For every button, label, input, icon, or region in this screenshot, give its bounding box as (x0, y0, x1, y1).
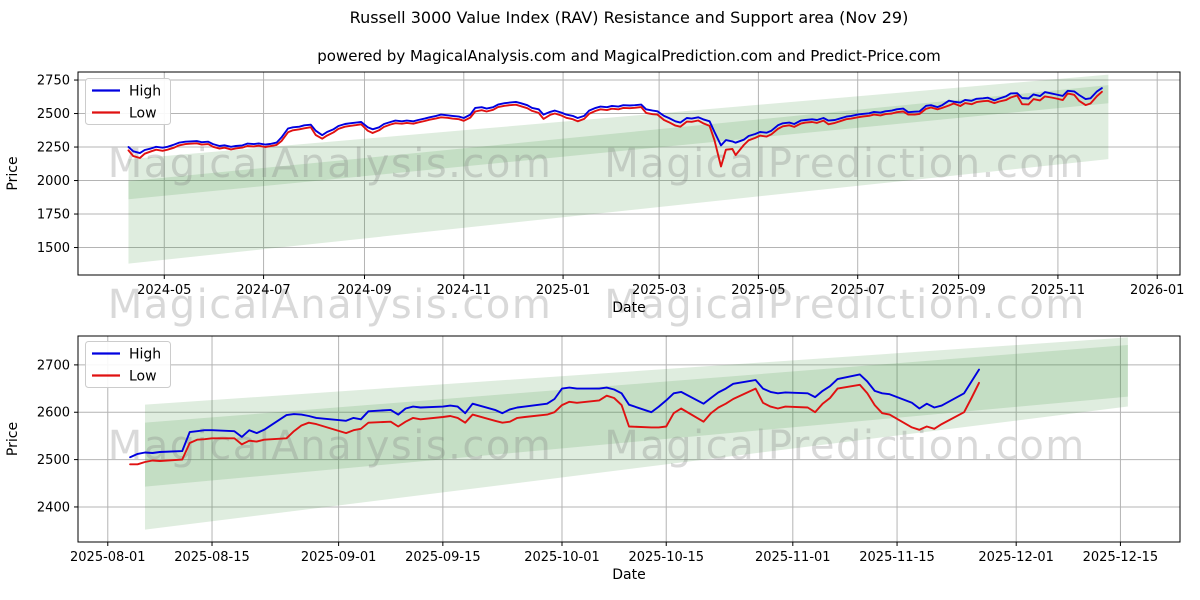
x-tick-label: 2026-01 (1130, 283, 1184, 298)
x-tick-label: 2025-10-01 (524, 550, 600, 565)
legend-high-label: High (129, 347, 161, 363)
low-line (129, 381, 980, 466)
watermark-prediction: MagicalPrediction.com (604, 141, 1086, 187)
legend-low-label: Low (129, 106, 157, 122)
full-history-chart-back (78, 72, 1180, 275)
x-tick-label: 2024-05 (137, 283, 191, 298)
y-tick-label: 1500 (37, 241, 70, 256)
watermark-analysis: MagicalAnalysis.com (108, 423, 553, 469)
x-tick-label: 2025-11-15 (859, 550, 935, 565)
high-line (127, 87, 1103, 155)
plot-border (77, 335, 1181, 543)
x-tick-label: 2025-10-15 (628, 550, 704, 565)
x-tick-label: 2025-12-15 (1083, 550, 1159, 565)
watermark-layer: MagicalAnalysis.com MagicalPrediction.com… (108, 141, 1086, 469)
x-tick-label: 2025-08-15 (174, 550, 250, 565)
x-tick-label: 2025-08-01 (70, 550, 146, 565)
background-layer (78, 72, 1180, 542)
x-tick-label: 2024-09 (337, 283, 391, 298)
x-tick-label: 2024-11 (437, 283, 491, 298)
watermark-analysis: MagicalAnalysis.com (108, 282, 553, 328)
x-tick-label: 2025-07 (831, 283, 885, 298)
x-tick-label: 2025-05 (731, 283, 785, 298)
legend-high-label: High (129, 84, 161, 100)
foreground-layer: 1500 1750 2000 2250 2500 2750 2024-05 2024-07 20… (5, 71, 1184, 583)
x-tick-label: 2025-11 (1031, 283, 1085, 298)
recent-detail-chart-back (78, 336, 1180, 542)
plot-border (77, 71, 1181, 276)
legend-low-label: Low (129, 369, 157, 385)
y-tick-label: 2400 (37, 500, 70, 515)
y-tick-label: 2700 (37, 358, 70, 373)
watermark-analysis: MagicalAnalysis.com (108, 141, 553, 187)
y-axis-label: Price (5, 156, 21, 190)
resistance-area-band (128, 74, 1109, 200)
x-tick-label: 2025-09-01 (301, 550, 377, 565)
x-tick-label: 2025-09-15 (405, 550, 481, 565)
x-tick-label: 2025-03 (632, 283, 686, 298)
x-axis-label: Date (612, 300, 645, 316)
y-axis-label: Price (5, 422, 21, 456)
y-tick-label: 2750 (37, 74, 70, 89)
figure-title: Russell 3000 Value Index (RAV) Resistanc… (349, 8, 909, 27)
y-tick-label: 2600 (37, 406, 70, 421)
full-history-chart-front: 1500 1750 2000 2250 2500 2750 2024-05 2024-07 20… (5, 71, 1184, 316)
high-line (129, 368, 980, 459)
y-tick-label: 2000 (37, 174, 70, 189)
support-area-band (128, 85, 1109, 264)
resistance-area-band (145, 337, 1128, 487)
watermark-prediction: MagicalPrediction.com (604, 423, 1086, 469)
y-tick-label: 1750 (37, 208, 70, 223)
x-tick-label: 2025-11-01 (755, 550, 831, 565)
y-tick-label: 2500 (37, 107, 70, 122)
x-tick-label: 2024-07 (236, 283, 290, 298)
y-tick-label: 2250 (37, 141, 70, 156)
recent-detail-chart-front: 2400 2500 2600 2700 2025-08-01 2025-08-15 2025… (5, 335, 1181, 583)
watermark-prediction: MagicalPrediction.com (604, 282, 1086, 328)
x-tick-label: 2025-09 (931, 283, 985, 298)
x-tick-label: 2025-12-01 (978, 550, 1054, 565)
x-tick-label: 2025-01 (536, 283, 590, 298)
support-area-band (145, 344, 1128, 530)
low-line (127, 90, 1103, 168)
x-axis-label: Date (612, 567, 645, 583)
figure-subtitle: powered by MagicalAnalysis.com and Magic… (317, 47, 941, 65)
y-tick-label: 2500 (37, 453, 70, 468)
